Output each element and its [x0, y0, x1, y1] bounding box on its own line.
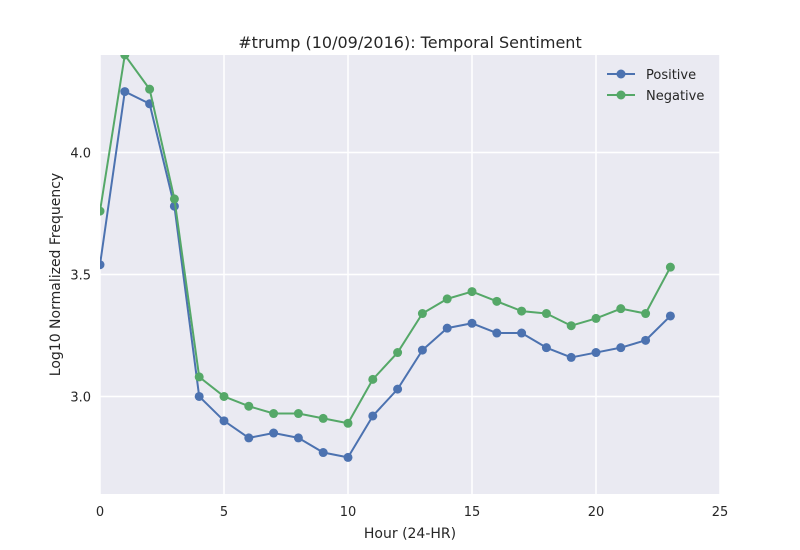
data-point-positive: [417, 345, 427, 355]
chart-title: #trump (10/09/2016): Temporal Sentiment: [238, 33, 581, 52]
data-point-positive: [393, 384, 403, 394]
legend-label: Negative: [646, 89, 704, 104]
legend-marker: [616, 69, 626, 79]
data-point-negative: [541, 309, 551, 319]
data-point-positive: [293, 433, 303, 443]
data-point-negative: [120, 55, 130, 60]
legend-item-negative: Negative: [607, 89, 704, 104]
data-point-positive: [100, 260, 105, 270]
x-tick-label: 5: [220, 505, 228, 520]
data-point-negative: [100, 206, 105, 216]
data-point-negative: [269, 409, 279, 419]
legend-marker: [616, 90, 626, 100]
data-point-negative: [194, 372, 204, 382]
series-layer: [100, 55, 675, 462]
legend-label: Positive: [646, 68, 696, 83]
data-point-positive: [343, 452, 353, 462]
data-point-negative: [293, 409, 303, 419]
data-point-positive: [591, 348, 601, 358]
data-point-negative: [641, 309, 651, 319]
data-point-positive: [616, 343, 626, 353]
data-point-negative: [492, 296, 502, 306]
legend-item-positive: Positive: [607, 68, 696, 83]
legend: Positive Negative: [607, 68, 704, 104]
data-point-negative: [616, 304, 626, 314]
y-tick-label: 4.0: [70, 147, 91, 162]
data-point-positive: [492, 328, 502, 338]
data-point-positive: [442, 323, 452, 333]
x-tick-label: 20: [588, 505, 605, 520]
data-point-positive: [244, 433, 254, 443]
y-tick-label: 3.0: [70, 390, 91, 405]
series-negative: [100, 55, 675, 428]
data-point-negative: [318, 413, 328, 423]
x-tick-label: 0: [96, 505, 104, 520]
data-point-negative: [343, 418, 353, 428]
data-point-positive: [194, 391, 204, 401]
data-point-negative: [368, 374, 378, 384]
data-point-positive: [517, 328, 527, 338]
data-point-positive: [467, 318, 477, 328]
data-point-negative: [517, 306, 527, 316]
x-axis-ticks: 0 5 10 15 20 25: [96, 505, 728, 520]
data-point-negative: [169, 194, 179, 204]
data-point-negative: [145, 84, 155, 94]
series-positive: [100, 87, 675, 462]
data-point-positive: [269, 428, 279, 438]
data-point-positive: [368, 411, 378, 421]
data-point-negative: [467, 287, 477, 297]
series-clip-group: [100, 55, 675, 462]
data-point-negative: [566, 321, 576, 331]
data-point-negative: [591, 313, 601, 323]
data-point-positive: [219, 416, 229, 426]
data-point-negative: [665, 262, 675, 272]
data-point-positive: [318, 448, 328, 458]
data-point-positive: [566, 352, 576, 362]
grid-lines: [99, 55, 721, 494]
data-point-positive: [120, 87, 130, 97]
y-axis-title: Log10 Normalized Frequency: [48, 173, 64, 376]
x-axis-title: Hour (24-HR): [364, 526, 456, 542]
y-axis-ticks: 3.0 3.5 4.0: [70, 147, 91, 406]
data-point-positive: [541, 343, 551, 353]
y-tick-label: 3.5: [70, 269, 91, 284]
data-point-positive: [665, 311, 675, 321]
data-point-negative: [244, 401, 254, 411]
data-point-negative: [393, 348, 403, 358]
data-point-negative: [417, 309, 427, 319]
data-point-positive: [641, 335, 651, 345]
data-point-negative: [219, 391, 229, 401]
x-tick-label: 10: [340, 505, 357, 520]
x-tick-label: 25: [712, 505, 729, 520]
data-point-negative: [442, 294, 452, 304]
x-tick-label: 15: [464, 505, 481, 520]
